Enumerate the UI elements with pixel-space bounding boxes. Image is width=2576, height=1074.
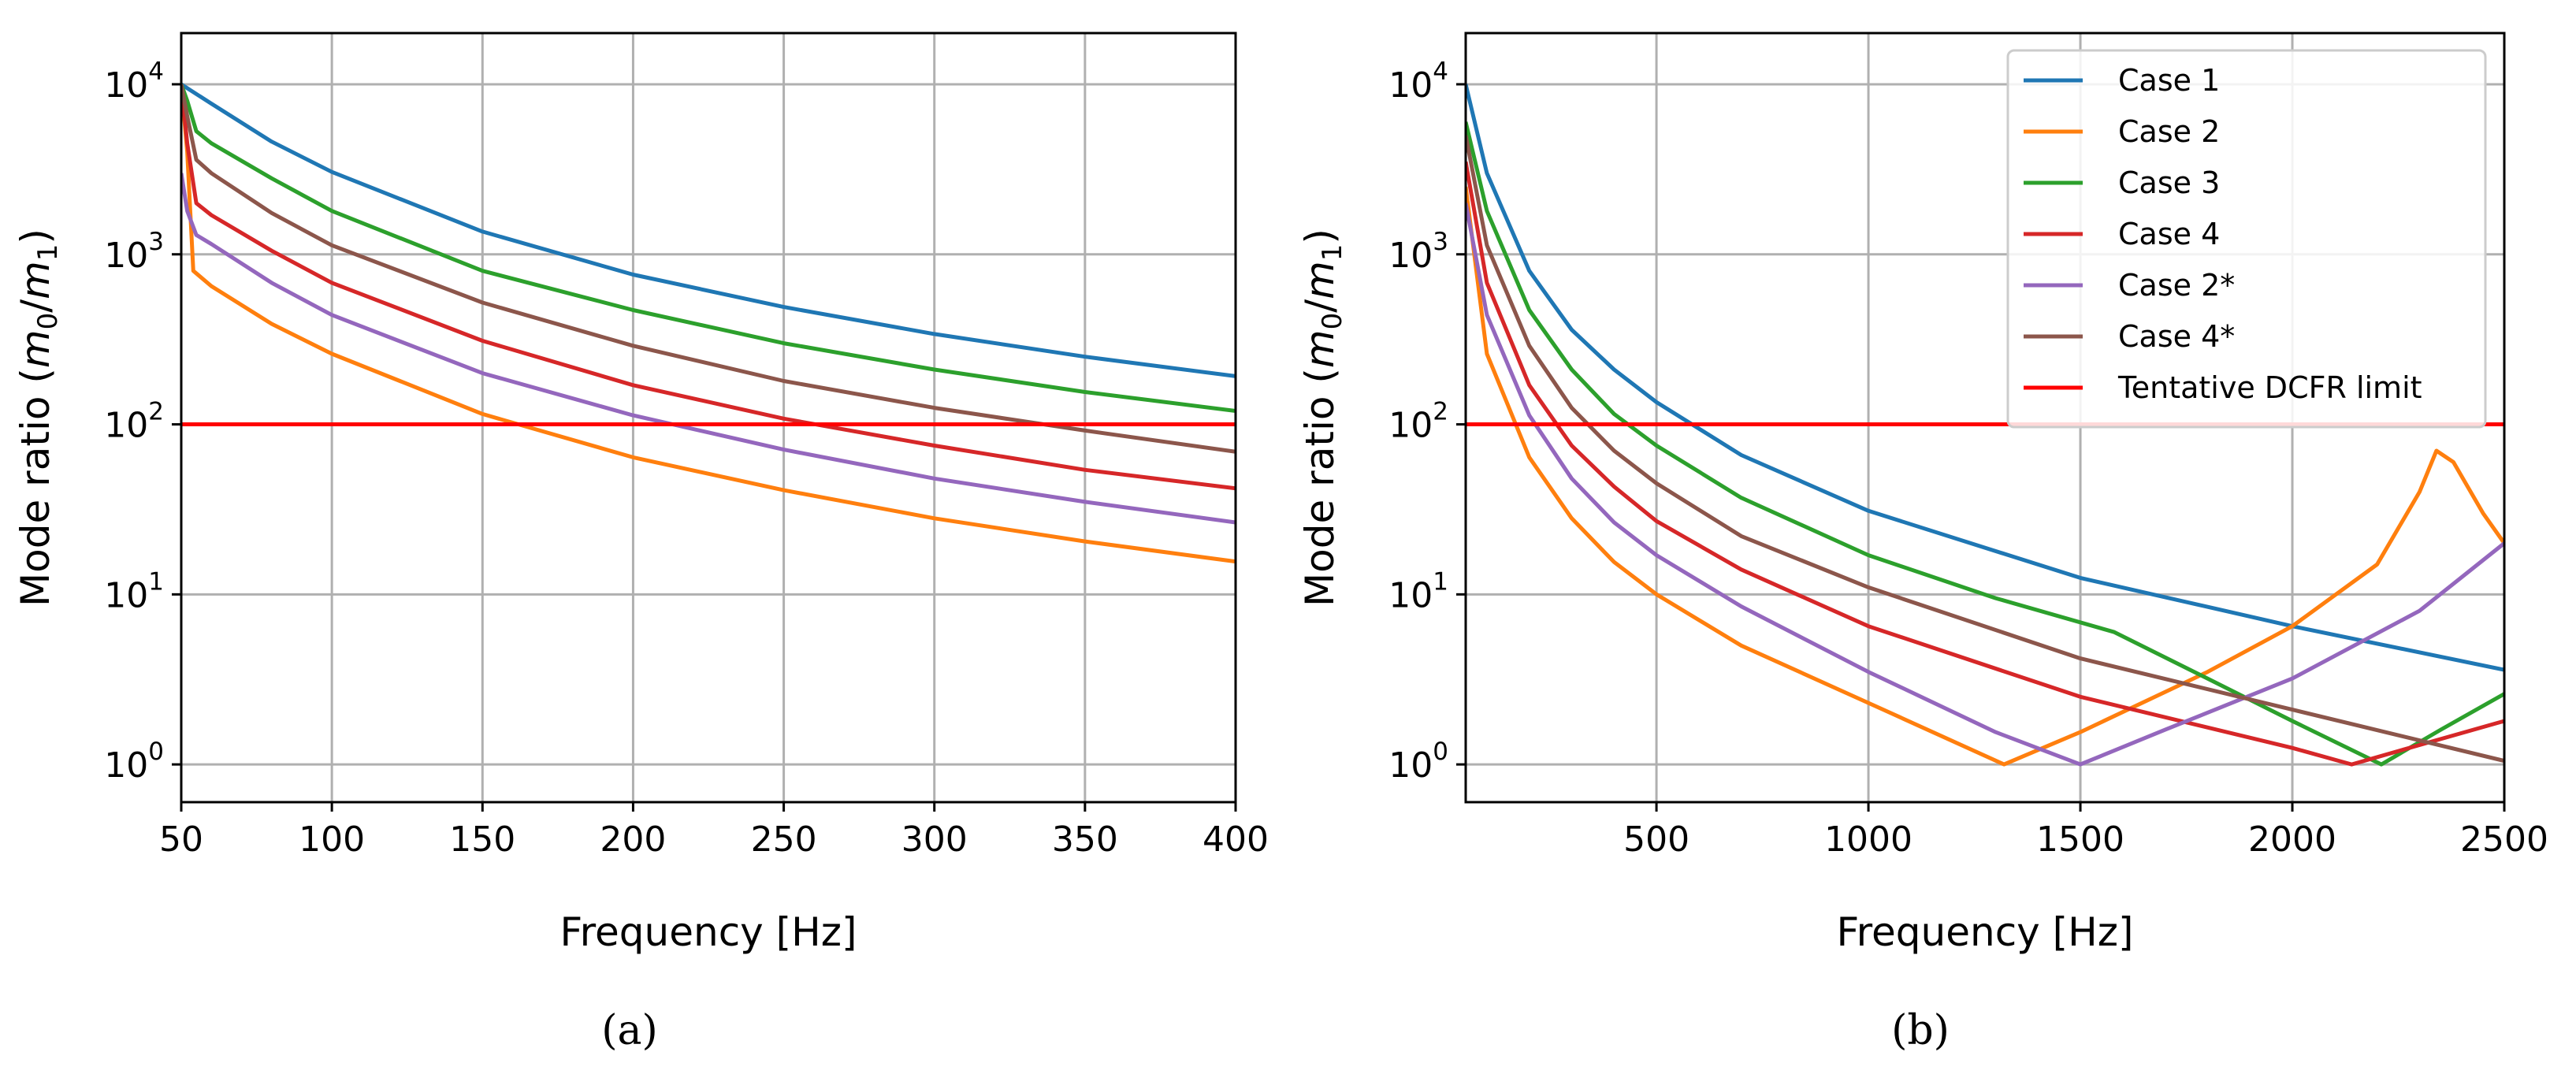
ylabel-slash: / <box>13 299 58 313</box>
chart-panel-a: 50 100 150 200 250 300 350 400100101102103104Fr… <box>13 32 1269 1054</box>
legend: Case 1 Case 2 Case 3 Case 4 Case 2* Case 4* Te… <box>2006 49 2487 429</box>
y-axis-label: Mode ratio (m0/m1) <box>1297 229 1348 607</box>
y-tick-base: 10 <box>104 745 148 786</box>
legend-label: Case 4 <box>2118 217 2220 251</box>
y-tick-base: 10 <box>104 406 148 446</box>
series-line-case-4 <box>1466 161 2504 767</box>
y-tick-exp: 1 <box>148 567 164 596</box>
x-tick-label: 2500 <box>2460 819 2548 860</box>
series-line-case-4 <box>181 84 1236 491</box>
y-tick-exp: 4 <box>148 58 164 86</box>
y-tick-base: 10 <box>1388 406 1433 446</box>
ylabel-sub1: 1 <box>1317 244 1348 262</box>
ylabel-slash: / <box>1297 299 1343 313</box>
series-line-case-1 <box>1466 84 2504 672</box>
series-line-case-4 <box>1466 135 2504 764</box>
series-line-case-4 <box>181 84 1236 454</box>
ylabel-text: Mode ratio <box>1297 396 1343 607</box>
x-tick-label: 1000 <box>1824 819 1912 860</box>
legend-frame <box>2006 49 2487 429</box>
x-tick-label: 200 <box>600 819 666 860</box>
x-tick-label: 150 <box>449 819 515 860</box>
plot-frame <box>1464 32 2506 804</box>
x-tick-label: 350 <box>1052 819 1118 860</box>
x-tick-label: 50 <box>159 819 203 860</box>
ylabel-sub0: 0 <box>32 313 64 330</box>
ylabel-open: ( <box>13 368 58 396</box>
ylabel-close: ) <box>13 229 58 244</box>
y-tick-base: 10 <box>1388 575 1433 615</box>
ylabel-m1: m <box>1297 261 1343 299</box>
series-line-case-2 <box>181 84 1236 564</box>
ylabel-sub1: 1 <box>32 244 64 262</box>
series-line-case-1 <box>181 82 1236 378</box>
x-tick-label: 1500 <box>2036 819 2124 860</box>
x-axis: 50 100 150 200 250 300 350 400 <box>159 802 1269 860</box>
y-tick-exp: 3 <box>1433 228 1448 256</box>
y-tick-base: 10 <box>104 575 148 615</box>
y-tick-label: 101 <box>104 567 164 615</box>
y-tick-base: 10 <box>1388 236 1433 276</box>
series-lines <box>181 82 1236 564</box>
y-tick-exp: 4 <box>1433 58 1448 86</box>
x-tick-label: 400 <box>1203 819 1269 860</box>
x-tick-label: 250 <box>751 819 817 860</box>
panel-caption: (b) <box>1891 1007 1950 1054</box>
legend-label: Case 2* <box>2118 268 2235 303</box>
chart-panel-b: 500 1000 1500 2000 2500100101102103104Freque… <box>1297 32 2548 1054</box>
legend-label: Case 2 <box>2118 114 2220 149</box>
y-tick-exp: 0 <box>148 738 164 766</box>
y-tick-base: 10 <box>1388 65 1433 106</box>
legend-label: Case 3 <box>2118 165 2220 200</box>
x-axis-label: Frequency [Hz] <box>559 909 857 955</box>
x-axis: 500 1000 1500 2000 2500 <box>1623 802 2548 860</box>
y-tick-exp: 2 <box>148 398 164 426</box>
ylabel-sub0: 0 <box>1317 313 1348 330</box>
ylabel-close: ) <box>1297 229 1343 244</box>
x-tick-label: 300 <box>901 819 968 860</box>
ylabel-open: ( <box>1297 368 1343 396</box>
y-tick-exp: 0 <box>1433 738 1448 766</box>
x-tick-label: 100 <box>299 819 365 860</box>
ylabel-text: Mode ratio <box>13 396 58 607</box>
y-tick-base: 10 <box>1388 745 1433 786</box>
x-tick-label: 500 <box>1623 819 1689 860</box>
grid <box>180 33 1237 802</box>
plot-frame <box>180 32 1237 804</box>
y-tick-exp: 3 <box>148 228 164 256</box>
ylabel-m0: m <box>1297 329 1343 368</box>
y-tick-label: 103 <box>104 228 164 276</box>
legend-label: Case 1 <box>2118 63 2220 98</box>
y-tick-label: 104 <box>104 58 164 106</box>
y-tick-exp: 1 <box>1433 567 1448 596</box>
series-line-case-3 <box>1466 121 2504 767</box>
y-tick-label: 102 <box>1388 398 1448 446</box>
ylabel-m0: m <box>13 329 58 368</box>
y-axis-label: Mode ratio (m0/m1) <box>13 229 64 607</box>
y-tick-label: 101 <box>1388 567 1448 615</box>
y-tick-label: 102 <box>104 398 164 446</box>
y-tick-exp: 2 <box>1433 398 1448 426</box>
y-tick-base: 10 <box>104 236 148 276</box>
series-line-case-2 <box>181 173 1236 525</box>
legend-label: Case 4* <box>2118 319 2235 354</box>
y-tick-label: 103 <box>1388 228 1448 276</box>
y-tick-label: 100 <box>104 738 164 786</box>
y-tick-label: 100 <box>1388 738 1448 786</box>
ylabel-m1: m <box>13 261 58 299</box>
series-line-case-3 <box>181 84 1236 413</box>
y-tick-base: 10 <box>104 65 148 106</box>
legend-label: Tentative DCFR limit <box>2117 370 2422 405</box>
panel-caption: (a) <box>601 1007 658 1054</box>
x-tick-label: 2000 <box>2248 819 2336 860</box>
y-tick-label: 104 <box>1388 58 1448 106</box>
x-axis-label: Frequency [Hz] <box>1836 909 2133 955</box>
